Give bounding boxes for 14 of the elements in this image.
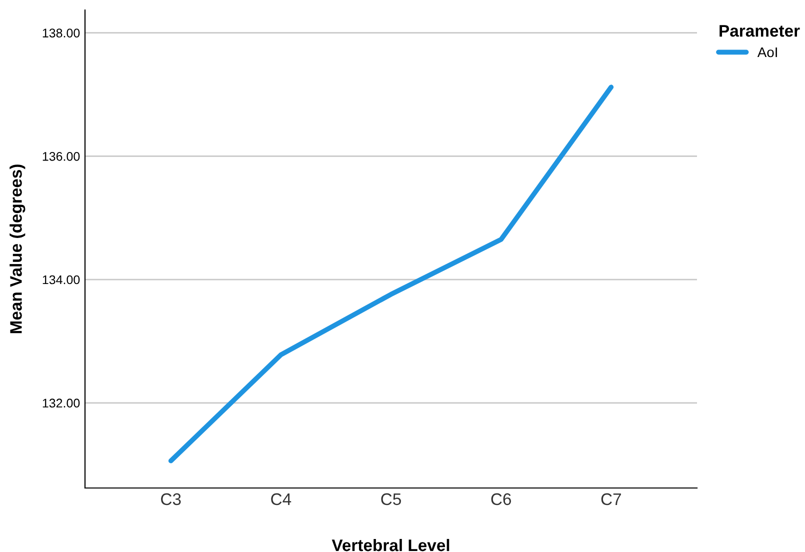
y-tick-label: 132.00 <box>42 398 80 408</box>
x-tick-label: C6 <box>491 493 511 506</box>
legend-label: AoI <box>757 47 777 58</box>
y-tick-label: 134.00 <box>42 275 80 284</box>
y-tick-label: 136.00 <box>42 152 80 161</box>
x-tick-label: C3 <box>161 493 181 506</box>
x-tick-label: C5 <box>381 493 401 506</box>
y-axis-title: Mean Value (degrees) <box>10 164 26 334</box>
x-tick-label: C4 <box>271 493 292 506</box>
legend-title: Parameter <box>720 25 800 37</box>
y-tick-label: 138.00 <box>42 28 80 38</box>
line-series <box>168 84 614 464</box>
x-axis-title: Vertebral Level <box>332 538 450 552</box>
x-tick-label: C7 <box>601 493 621 506</box>
